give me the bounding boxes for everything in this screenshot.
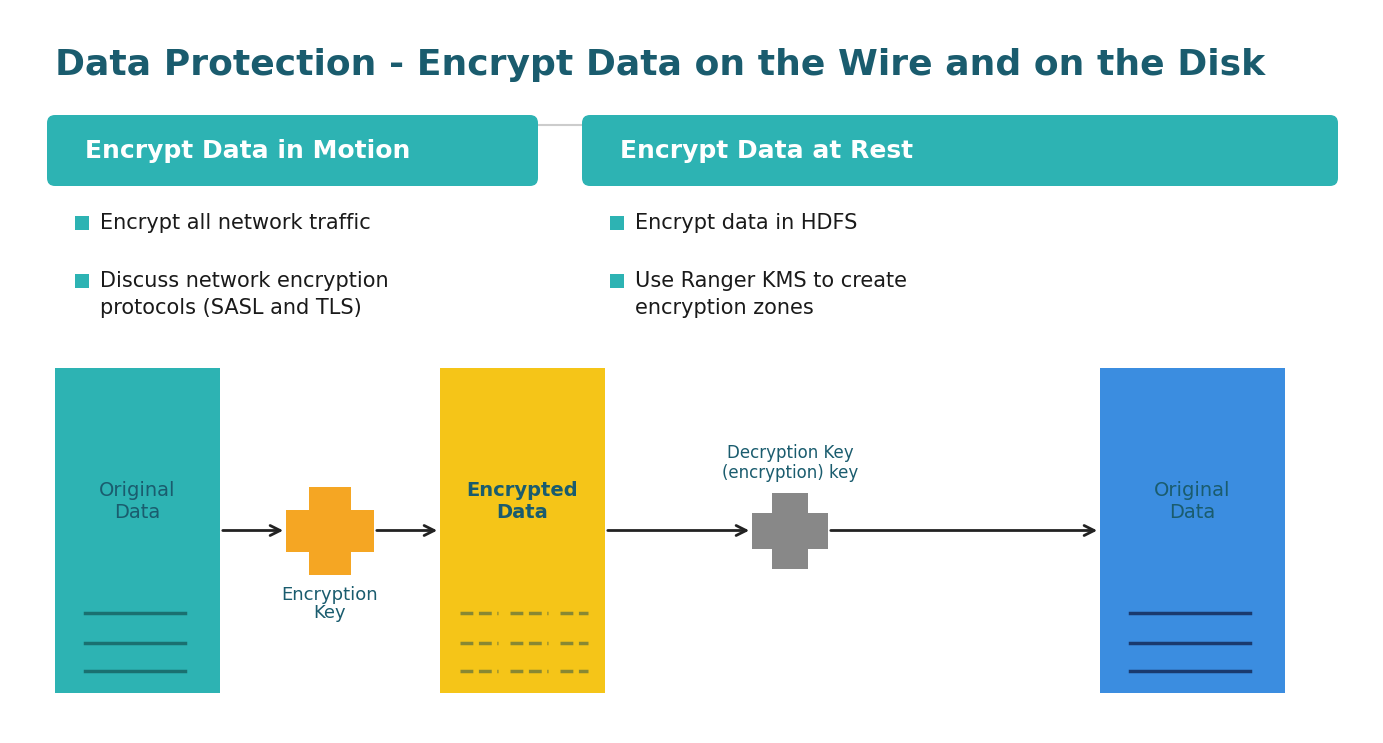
Bar bbox=[752, 513, 828, 548]
Bar bbox=[1099, 368, 1285, 693]
Text: Encrypt all network traffic: Encrypt all network traffic bbox=[100, 213, 371, 233]
Text: encryption zones: encryption zones bbox=[635, 298, 813, 318]
Bar bbox=[75, 274, 89, 288]
Bar bbox=[610, 216, 624, 230]
Text: Encrypt Data at Rest: Encrypt Data at Rest bbox=[620, 139, 913, 163]
Text: Encrypt data in HDFS: Encrypt data in HDFS bbox=[635, 213, 857, 233]
Bar bbox=[75, 216, 89, 230]
Bar bbox=[772, 493, 808, 568]
Bar bbox=[55, 368, 220, 693]
Text: Encrypted: Encrypted bbox=[466, 481, 578, 500]
Text: Encrypt Data in Motion: Encrypt Data in Motion bbox=[84, 139, 411, 163]
Text: Data: Data bbox=[1170, 503, 1216, 522]
Text: Original: Original bbox=[100, 481, 176, 500]
Text: Use Ranger KMS to create: Use Ranger KMS to create bbox=[635, 271, 907, 291]
Bar bbox=[440, 368, 604, 693]
Text: Data Protection - Encrypt Data on the Wire and on the Disk: Data Protection - Encrypt Data on the Wi… bbox=[55, 48, 1265, 82]
Text: Key: Key bbox=[314, 605, 346, 623]
Text: Decryption Key: Decryption Key bbox=[726, 444, 853, 462]
Text: Data: Data bbox=[496, 503, 549, 522]
FancyBboxPatch shape bbox=[582, 115, 1337, 186]
Text: Data: Data bbox=[115, 503, 160, 522]
Text: (encryption) key: (encryption) key bbox=[722, 464, 857, 482]
Text: Discuss network encryption: Discuss network encryption bbox=[100, 271, 389, 291]
Bar bbox=[610, 274, 624, 288]
Bar bbox=[286, 510, 373, 551]
FancyBboxPatch shape bbox=[47, 115, 538, 186]
Text: Encryption: Encryption bbox=[282, 586, 379, 605]
Text: protocols (SASL and TLS): protocols (SASL and TLS) bbox=[100, 298, 362, 318]
Text: Original: Original bbox=[1155, 481, 1231, 500]
Bar bbox=[308, 487, 351, 574]
